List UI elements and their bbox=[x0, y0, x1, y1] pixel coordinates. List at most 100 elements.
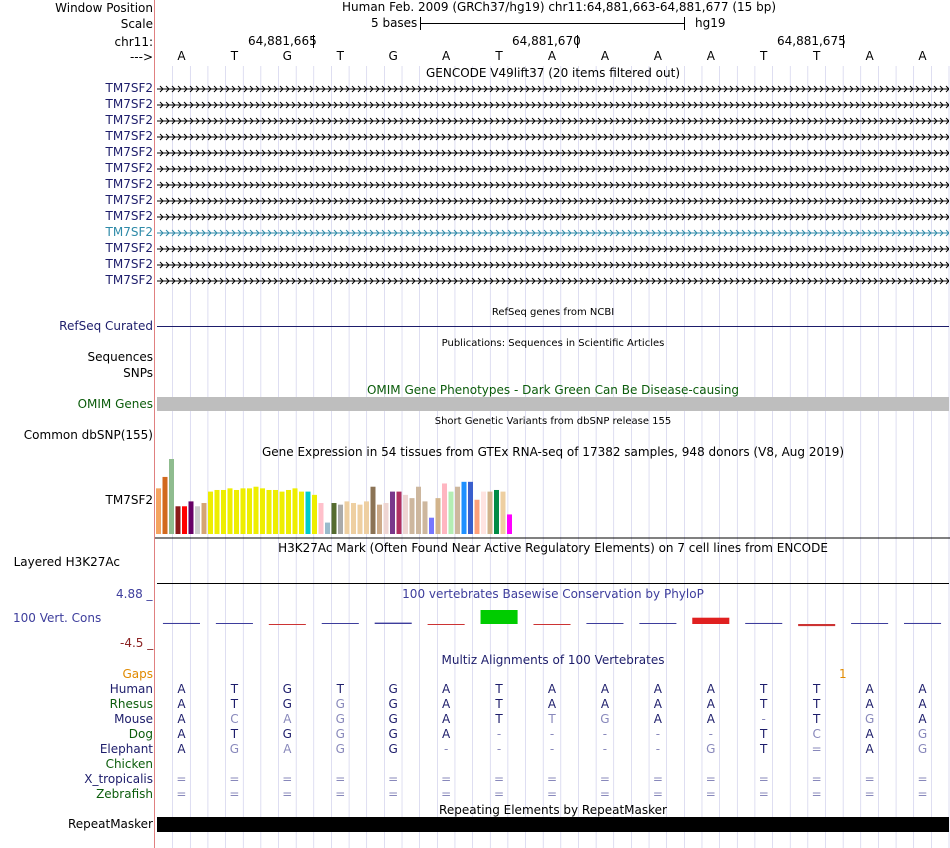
gencode-item-label[interactable]: TM7SF2 bbox=[105, 129, 153, 143]
phylop-score-mark[interactable] bbox=[533, 624, 571, 625]
gencode-strand-arrows[interactable] bbox=[157, 194, 949, 208]
gtex-tissue-bar[interactable] bbox=[500, 491, 506, 534]
multiz-species-label[interactable]: Chicken bbox=[105, 757, 153, 771]
phylop-score-mark[interactable] bbox=[745, 622, 783, 624]
gtex-tissue-bar[interactable] bbox=[247, 488, 252, 534]
gtex-label[interactable]: TM7SF2 bbox=[105, 493, 153, 507]
gtex-tissue-bar[interactable] bbox=[416, 486, 421, 534]
omim-feature-bar[interactable] bbox=[157, 397, 949, 411]
gtex-tissue-bar[interactable] bbox=[487, 491, 493, 534]
phylop-score-mark[interactable] bbox=[851, 623, 889, 624]
phylop-plot[interactable] bbox=[155, 600, 950, 648]
multiz-species-label[interactable]: Mouse bbox=[114, 712, 153, 726]
gtex-tissue-bar[interactable] bbox=[409, 498, 415, 534]
gtex-tissue-bar[interactable] bbox=[383, 503, 389, 534]
gtex-tissue-bar[interactable] bbox=[227, 488, 233, 534]
gtex-tissue-bar[interactable] bbox=[448, 491, 454, 534]
gencode-strand-arrows[interactable] bbox=[157, 130, 949, 144]
refseq-label[interactable]: RefSeq Curated bbox=[59, 319, 153, 333]
phylop-score-mark[interactable] bbox=[321, 623, 359, 624]
gtex-tissue-bar[interactable] bbox=[169, 459, 174, 534]
repeatmasker-feature-bar[interactable] bbox=[157, 817, 949, 832]
phylop-score-mark[interactable] bbox=[904, 622, 942, 624]
multiz-species-label[interactable]: X_tropicalis bbox=[84, 772, 153, 786]
gtex-tissue-bar[interactable] bbox=[286, 489, 291, 534]
gtex-tissue-bar[interactable] bbox=[208, 491, 213, 534]
phylop-score-mark[interactable] bbox=[586, 623, 624, 624]
gtex-tissue-bar[interactable] bbox=[273, 489, 278, 534]
gtex-tissue-bar[interactable] bbox=[305, 491, 311, 534]
gtex-tissue-bar[interactable] bbox=[156, 488, 161, 534]
gtex-tissue-bar[interactable] bbox=[201, 503, 207, 534]
phylop-score-mark[interactable] bbox=[427, 624, 465, 625]
publications-snps-label[interactable]: SNPs bbox=[123, 366, 153, 380]
gtex-tissue-bar[interactable] bbox=[234, 489, 239, 534]
gtex-tissue-bar[interactable] bbox=[442, 483, 447, 534]
gtex-tissue-bar[interactable] bbox=[429, 517, 434, 534]
multiz-species-label[interactable]: Dog bbox=[128, 727, 153, 741]
gtex-tissue-bar[interactable] bbox=[481, 491, 486, 534]
gencode-strand-arrows[interactable] bbox=[157, 82, 949, 96]
gencode-item-label[interactable]: TM7SF2 bbox=[105, 177, 153, 191]
gencode-item-label[interactable]: TM7SF2 bbox=[105, 257, 153, 271]
gtex-tissue-bar[interactable] bbox=[435, 498, 441, 534]
gencode-strand-arrows[interactable] bbox=[157, 274, 949, 288]
gtex-tissue-bar[interactable] bbox=[338, 504, 343, 534]
gtex-tissue-bar[interactable] bbox=[253, 486, 259, 534]
phylop-score-mark[interactable] bbox=[692, 617, 730, 624]
gencode-item-label[interactable]: TM7SF2 bbox=[105, 113, 153, 127]
gencode-strand-arrows[interactable] bbox=[157, 210, 949, 224]
gencode-item-label[interactable]: TM7SF2 bbox=[105, 97, 153, 111]
gtex-tissue-bar[interactable] bbox=[357, 504, 363, 534]
publications-sequences-label[interactable]: Sequences bbox=[87, 350, 153, 364]
gencode-item-label[interactable]: TM7SF2 bbox=[105, 81, 153, 95]
phylop-score-mark[interactable] bbox=[162, 622, 200, 624]
gtex-tissue-bar[interactable] bbox=[312, 494, 317, 534]
dbsnp-label[interactable]: Common dbSNP(155) bbox=[23, 428, 153, 442]
phylop-score-mark[interactable] bbox=[798, 624, 836, 627]
gencode-strand-arrows[interactable] bbox=[157, 226, 949, 240]
omim-label[interactable]: OMIM Genes bbox=[77, 397, 153, 411]
phylop-label[interactable]: 100 Vert. Cons bbox=[13, 611, 102, 625]
gtex-tissue-bar[interactable] bbox=[455, 486, 460, 534]
gencode-item-label[interactable]: TM7SF2 bbox=[105, 241, 153, 255]
gaps-label[interactable]: Gaps bbox=[122, 667, 153, 681]
phylop-score-mark[interactable] bbox=[480, 610, 518, 624]
phylop-score-mark[interactable] bbox=[374, 622, 412, 624]
gtex-tissue-bar[interactable] bbox=[188, 501, 194, 534]
phylop-score-mark[interactable] bbox=[268, 624, 306, 625]
gtex-bar-chart[interactable] bbox=[155, 458, 950, 540]
gtex-tissue-bar[interactable] bbox=[260, 488, 265, 534]
gencode-item-label[interactable]: TM7SF2 bbox=[105, 225, 153, 239]
gtex-tissue-bar[interactable] bbox=[325, 522, 330, 534]
gtex-tissue-bar[interactable] bbox=[494, 489, 499, 534]
gtex-tissue-bar[interactable] bbox=[162, 476, 168, 534]
gtex-tissue-bar[interactable] bbox=[331, 503, 337, 534]
gencode-item-label[interactable]: TM7SF2 bbox=[105, 273, 153, 287]
gtex-tissue-bar[interactable] bbox=[507, 514, 512, 534]
gtex-tissue-bar[interactable] bbox=[474, 499, 480, 534]
gtex-tissue-bar[interactable] bbox=[403, 494, 408, 534]
gtex-tissue-bar[interactable] bbox=[396, 491, 402, 534]
gencode-item-label[interactable]: TM7SF2 bbox=[105, 193, 153, 207]
gencode-strand-arrows[interactable] bbox=[157, 178, 949, 192]
phylop-score-mark[interactable] bbox=[639, 623, 677, 624]
gencode-strand-arrows[interactable] bbox=[157, 258, 949, 272]
multiz-species-label[interactable]: Elephant bbox=[99, 742, 153, 756]
repeatmasker-label[interactable]: RepeatMasker bbox=[67, 817, 153, 831]
gtex-tissue-bar[interactable] bbox=[175, 506, 181, 534]
gencode-strand-arrows[interactable] bbox=[157, 146, 949, 160]
gtex-tissue-bar[interactable] bbox=[292, 488, 298, 534]
gencode-strand-arrows[interactable] bbox=[157, 242, 949, 256]
gtex-tissue-bar[interactable] bbox=[364, 501, 369, 534]
phylop-score-mark[interactable] bbox=[215, 623, 253, 624]
multiz-species-label[interactable]: Human bbox=[109, 682, 153, 696]
gtex-tissue-bar[interactable] bbox=[468, 481, 473, 534]
gtex-tissue-bar[interactable] bbox=[195, 506, 200, 534]
gtex-tissue-bar[interactable] bbox=[377, 504, 382, 534]
gtex-tissue-bar[interactable] bbox=[299, 491, 304, 534]
gtex-tissue-bar[interactable] bbox=[240, 488, 246, 534]
gtex-tissue-bar[interactable] bbox=[344, 501, 350, 534]
gtex-tissue-bar[interactable] bbox=[461, 481, 467, 534]
gencode-strand-arrows[interactable] bbox=[157, 114, 949, 128]
